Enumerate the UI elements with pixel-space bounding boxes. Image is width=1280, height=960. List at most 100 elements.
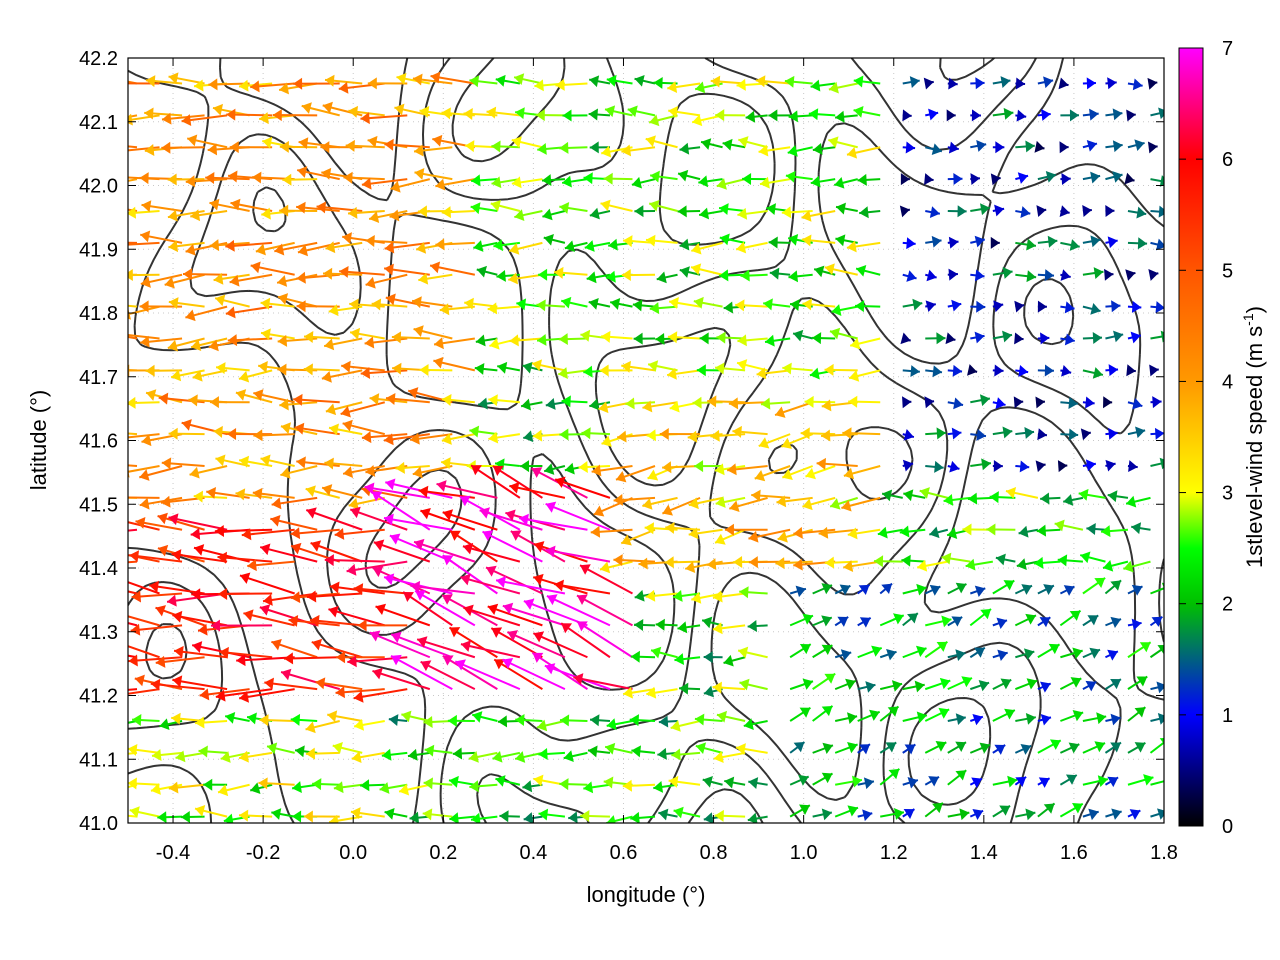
wind-vector <box>523 600 588 627</box>
wind-vector-head <box>856 264 867 277</box>
y-tick-label: 41.5 <box>79 494 118 516</box>
wind-vector <box>349 508 408 531</box>
wind-vector-head <box>463 604 474 617</box>
wind-vector-head <box>916 711 927 724</box>
wind-vector-head <box>821 399 832 412</box>
wind-vector-head <box>712 622 723 635</box>
wind-vector-head <box>1072 647 1083 659</box>
wind-vector-head <box>164 276 175 289</box>
wind-vector-head <box>957 205 967 218</box>
wind-vector-head <box>573 673 584 685</box>
wind-vector-head <box>846 146 858 159</box>
wind-vector-head <box>978 679 990 692</box>
wind-vector-head <box>1128 460 1138 473</box>
wind-vector-head <box>729 500 740 512</box>
wind-vector-head <box>80 607 90 619</box>
wind-vector-head <box>615 471 627 483</box>
wind-vector-head <box>447 714 457 727</box>
wind-vector-head <box>814 265 825 278</box>
wind-vector-head <box>685 561 696 574</box>
wind-vector-head <box>1057 460 1068 473</box>
wind-vector-head <box>852 775 862 788</box>
wind-vector-head <box>346 563 357 576</box>
wind-vector-head <box>259 714 269 727</box>
wind-vector-head <box>925 300 936 313</box>
wind-vector-head <box>829 327 841 340</box>
wind-vector-head <box>239 79 249 92</box>
wind-vector-head <box>545 545 556 558</box>
wind-vector-head <box>646 429 656 442</box>
wind-vector-head <box>781 437 792 449</box>
wind-vector <box>128 581 160 595</box>
wind-vector-head <box>859 206 869 219</box>
wind-vector-head <box>519 513 529 526</box>
wind-vector-head <box>568 811 578 823</box>
wind-vector-head <box>671 748 681 761</box>
wind-vector-head <box>441 107 451 120</box>
wind-vector-head <box>280 467 291 479</box>
wind-vector-head <box>613 493 623 506</box>
wind-vector-head <box>491 140 501 153</box>
wind-vector-head <box>395 461 405 474</box>
wind-vector-head <box>649 114 660 127</box>
wind-vector-head <box>559 428 569 441</box>
wind-vector-head <box>588 298 599 310</box>
wind-vector-head <box>270 514 281 527</box>
wind-vector-head <box>809 367 820 380</box>
wind-vector-head <box>583 365 593 378</box>
wind-vector-head <box>389 209 400 222</box>
wind-vector-head <box>271 808 282 820</box>
wind-vector-head <box>688 527 699 540</box>
y-tick-label: 41.1 <box>79 749 118 771</box>
wind-vector-head <box>623 235 633 248</box>
wind-vector-head <box>1085 680 1097 692</box>
wind-vector-head <box>782 362 792 375</box>
wind-vector-head <box>714 809 724 822</box>
wind-vector-head <box>824 673 836 684</box>
wind-vector-head <box>324 74 335 87</box>
x-tick-label: 0.4 <box>519 842 547 864</box>
wind-vector-head <box>886 648 897 661</box>
wind-vector-head <box>349 298 359 311</box>
wind-vector-head <box>435 178 446 191</box>
wind-vector <box>460 576 521 595</box>
wind-vector-head <box>715 533 726 545</box>
wind-vector-head <box>859 617 871 628</box>
wind-vector-head <box>420 660 432 672</box>
wind-vector-head <box>146 389 157 401</box>
wind-vector-head <box>1129 809 1141 820</box>
wind-vector-head <box>305 485 316 497</box>
wind-vector-head <box>655 618 665 631</box>
wind-vector-head <box>738 136 749 148</box>
wind-vector-head <box>1126 109 1136 122</box>
wind-vector-head <box>487 302 498 315</box>
wind-vector-head <box>491 627 503 638</box>
wind-vector-head <box>953 172 963 185</box>
wind-vector-head <box>924 396 935 409</box>
wind-vector-head <box>1014 300 1025 313</box>
wind-vector-head <box>580 809 590 822</box>
wind-vector-head <box>129 806 140 818</box>
wind-vector-head <box>733 555 743 568</box>
colorbar-tick-label: 0 <box>1222 816 1233 838</box>
wind-vector-head <box>678 169 689 182</box>
wind-vector-head <box>747 812 758 823</box>
wind-vector-head <box>1034 556 1044 569</box>
wind-vector-head <box>348 206 358 219</box>
wind-vector-head <box>679 142 690 155</box>
wind-vector-head <box>455 659 466 671</box>
wind-vector-head <box>974 331 985 344</box>
wind-vector-head <box>489 337 500 350</box>
wind-vector-head <box>1069 239 1080 251</box>
wind-vector-head <box>290 527 301 540</box>
wind-vector-head <box>277 275 288 287</box>
wind-vector <box>128 560 138 564</box>
wind-vector-head <box>1025 140 1035 153</box>
wind-vector-head <box>1107 776 1119 788</box>
wind-vector-head <box>470 202 481 215</box>
wind-vector <box>1150 335 1164 340</box>
wind-vector-head <box>1063 494 1074 506</box>
wind-vector-head <box>469 425 480 438</box>
wind-vector-head <box>831 304 842 316</box>
wind-vector-head <box>423 715 433 728</box>
